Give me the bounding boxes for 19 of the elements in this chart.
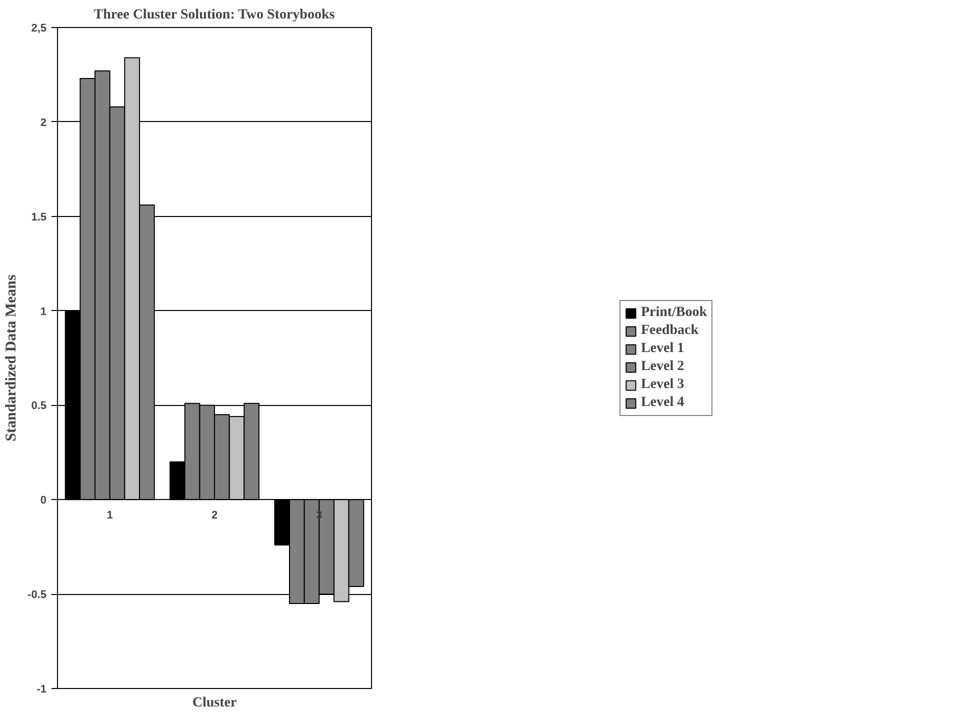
- y-tick-label: 1: [40, 306, 47, 318]
- chart-title: Three Cluster Solution: Two Storybooks: [94, 8, 336, 22]
- legend-label: Level 2: [640, 358, 684, 374]
- x-tick-label: 1: [106, 510, 113, 522]
- x-axis-title: Cluster: [192, 696, 237, 710]
- y-tick-label: 2: [40, 116, 47, 129]
- y-tick-label: -0.5: [28, 589, 47, 602]
- x-tick-label: 2: [211, 510, 218, 522]
- y-tick-label: -1: [36, 684, 46, 696]
- y-tick-label: 0: [40, 494, 47, 507]
- legend-label: Feedback: [640, 322, 698, 338]
- legend-label: Print/Book: [640, 304, 708, 320]
- y-tick-label: 1.5: [31, 211, 47, 224]
- legend-label: Level 3: [640, 376, 684, 392]
- y-tick-label: 0.5: [31, 400, 47, 412]
- legend-label: Level 1: [640, 340, 684, 356]
- legend-label: Level 4: [640, 394, 684, 410]
- y-tick-label: 2,5: [31, 22, 47, 34]
- y-axis-title: Standardized Data Means: [4, 274, 20, 442]
